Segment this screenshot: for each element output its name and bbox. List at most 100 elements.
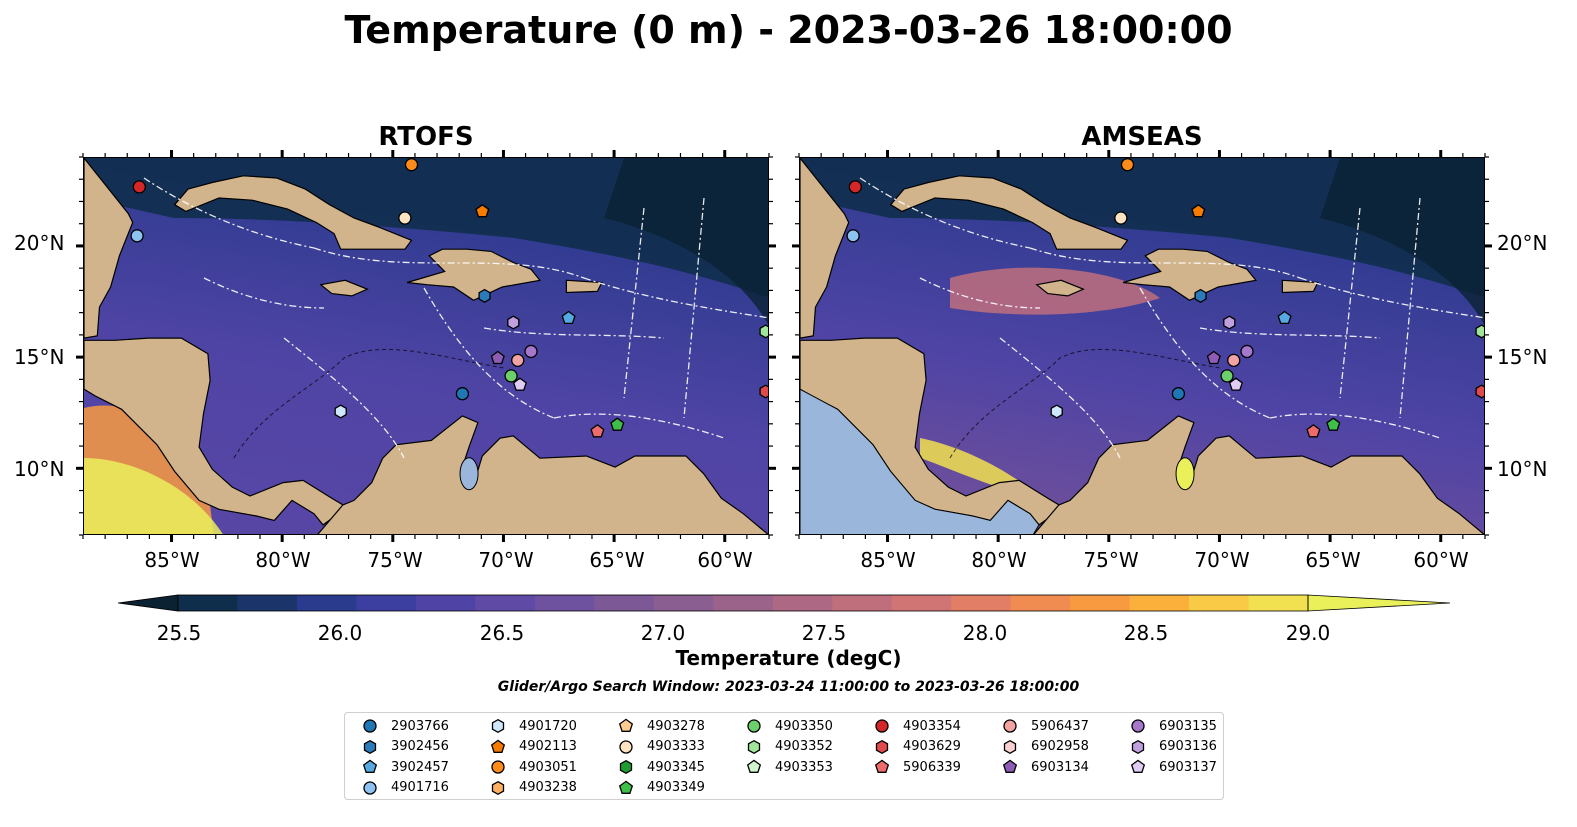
- legend-entry-2903766: 2903766: [361, 716, 449, 736]
- float-marker-5906437[interactable]: [1227, 353, 1241, 367]
- float-marker-4903051[interactable]: [1120, 158, 1135, 172]
- legend-label: 4903354: [903, 718, 961, 734]
- landmass-jamaica: [1035, 279, 1085, 297]
- float-marker-5906339[interactable]: [590, 424, 605, 438]
- float-marker-5906339[interactable]: [1306, 424, 1321, 438]
- legend-label: 6903135: [1159, 718, 1217, 734]
- float-marker-3902457[interactable]: [1277, 310, 1292, 325]
- eez-boundary: [203, 277, 325, 309]
- float-marker-4902113[interactable]: [475, 204, 490, 218]
- eez-boundary: [1399, 197, 1421, 419]
- lon-label-80w-amseas: 80°W: [971, 548, 1027, 572]
- lon-label-60w-amseas: 60°W: [1413, 548, 1469, 572]
- float-marker-5906437[interactable]: [511, 353, 525, 367]
- float-marker-4903350[interactable]: [504, 369, 518, 383]
- float-marker-3902457[interactable]: [561, 310, 576, 325]
- legend-label: 4903352: [775, 739, 833, 754]
- lon-label-70w-rtofs: 70°W: [478, 548, 534, 572]
- legend-marker: [490, 739, 506, 753]
- amseas-map-panel[interactable]: [799, 157, 1485, 535]
- pentagon-icon: [490, 739, 506, 753]
- float-marker-6903137[interactable]: [1228, 377, 1243, 391]
- legend-label: 4903051: [519, 759, 577, 775]
- float-marker-3902456[interactable]: [1194, 288, 1207, 303]
- colorbar-tick: 26.0: [317, 621, 363, 645]
- warm-water-region: [84, 458, 223, 534]
- float-marker-6903136[interactable]: [507, 315, 520, 330]
- landmass-puertorico: [565, 279, 603, 294]
- float-legend: 2903766 3902456 3902457 4901716 4901720 49021…: [344, 712, 1224, 800]
- legend-marker: [1003, 719, 1017, 733]
- lon-label-80w-rtofs: 80°W: [255, 548, 311, 572]
- float-marker-4903051[interactable]: [404, 158, 419, 172]
- legend-label: 4903350: [775, 718, 833, 734]
- legend-label: 3902457: [391, 759, 449, 775]
- float-marker-6903136[interactable]: [1223, 315, 1236, 330]
- float-marker-2903766[interactable]: [1171, 387, 1186, 401]
- float-marker-4903333[interactable]: [1114, 211, 1128, 225]
- eez-boundary: [313, 247, 585, 279]
- bathymetry-contour: [949, 348, 1221, 459]
- legend-entry-4903238: 4903238: [489, 778, 577, 798]
- pentagon-icon: [1130, 759, 1146, 773]
- landmass-yucatan: [84, 158, 134, 339]
- float-marker-4903629[interactable]: [1475, 384, 1485, 399]
- colorbar-segment: [178, 595, 238, 611]
- legend-label: 6902958: [1031, 739, 1089, 754]
- legend-marker: [747, 719, 761, 733]
- colorbar-segment: [415, 595, 476, 611]
- hexagon-icon: [491, 780, 505, 795]
- legend-marker: [874, 759, 890, 773]
- lat-label-10n-left: 10°N: [14, 457, 65, 481]
- colorbar-extend-max: [1307, 594, 1450, 612]
- legend-entry-6903135: 6903135: [1129, 716, 1217, 736]
- float-marker-4903349[interactable]: [610, 417, 625, 431]
- eez-boundary: [553, 413, 725, 439]
- legend-marker: [619, 759, 633, 775]
- lon-label-75w-rtofs: 75°W: [367, 548, 423, 572]
- landmass-jamaica: [319, 279, 369, 297]
- legend-label: 3902456: [391, 739, 449, 754]
- panel-title-rtofs: RTOFS: [378, 122, 474, 152]
- float-marker-3902456[interactable]: [478, 288, 491, 303]
- float-marker-4903352[interactable]: [1475, 324, 1485, 339]
- float-marker-4901720[interactable]: [1050, 404, 1063, 419]
- float-marker-6903135[interactable]: [524, 344, 538, 359]
- legend-label: 6903137: [1159, 759, 1217, 775]
- eez-boundary: [283, 337, 405, 459]
- legend-entry-4903629: 4903629: [873, 737, 961, 757]
- lon-label-65w-rtofs: 65°W: [589, 548, 645, 572]
- lon-label-75w-amseas: 75°W: [1083, 548, 1139, 572]
- float-marker-6903134[interactable]: [1206, 350, 1221, 365]
- eez-boundary: [1139, 287, 1271, 419]
- legend-entry-4903354: 4903354: [873, 716, 961, 736]
- lat-label-20n-left: 20°N: [14, 231, 65, 255]
- circle-icon: [619, 739, 633, 754]
- colorbar-outline: [177, 594, 1309, 612]
- lon-label-85w-rtofs: 85°W: [144, 548, 200, 572]
- float-marker-4903354[interactable]: [132, 180, 146, 194]
- float-marker-4903349[interactable]: [1326, 417, 1341, 431]
- lon-label-70w-amseas: 70°W: [1194, 548, 1250, 572]
- colorbar-segment: [594, 595, 655, 611]
- legend-label: 4903629: [903, 739, 961, 754]
- float-marker-2903766[interactable]: [455, 387, 470, 401]
- float-marker-4903350[interactable]: [1220, 369, 1234, 383]
- float-marker-6903137[interactable]: [512, 377, 527, 391]
- float-marker-4901716[interactable]: [846, 229, 860, 243]
- float-marker-4903354[interactable]: [848, 180, 862, 194]
- float-marker-4901720[interactable]: [334, 404, 347, 419]
- float-marker-6903134[interactable]: [490, 350, 505, 365]
- colorbar-segment: [713, 595, 774, 611]
- hexagon-icon: [619, 759, 633, 775]
- rtofs-map-panel[interactable]: [83, 157, 769, 535]
- float-marker-4903352[interactable]: [759, 324, 769, 339]
- legend-entry-6903134: 6903134: [1001, 757, 1089, 777]
- float-marker-4903333[interactable]: [398, 211, 412, 225]
- float-marker-4902113[interactable]: [1191, 204, 1206, 218]
- float-marker-4903629[interactable]: [759, 384, 769, 399]
- legend-marker: [491, 718, 505, 734]
- float-marker-4901716[interactable]: [130, 229, 144, 243]
- float-marker-6903135[interactable]: [1240, 344, 1254, 359]
- colorbar-segment: [1010, 595, 1071, 611]
